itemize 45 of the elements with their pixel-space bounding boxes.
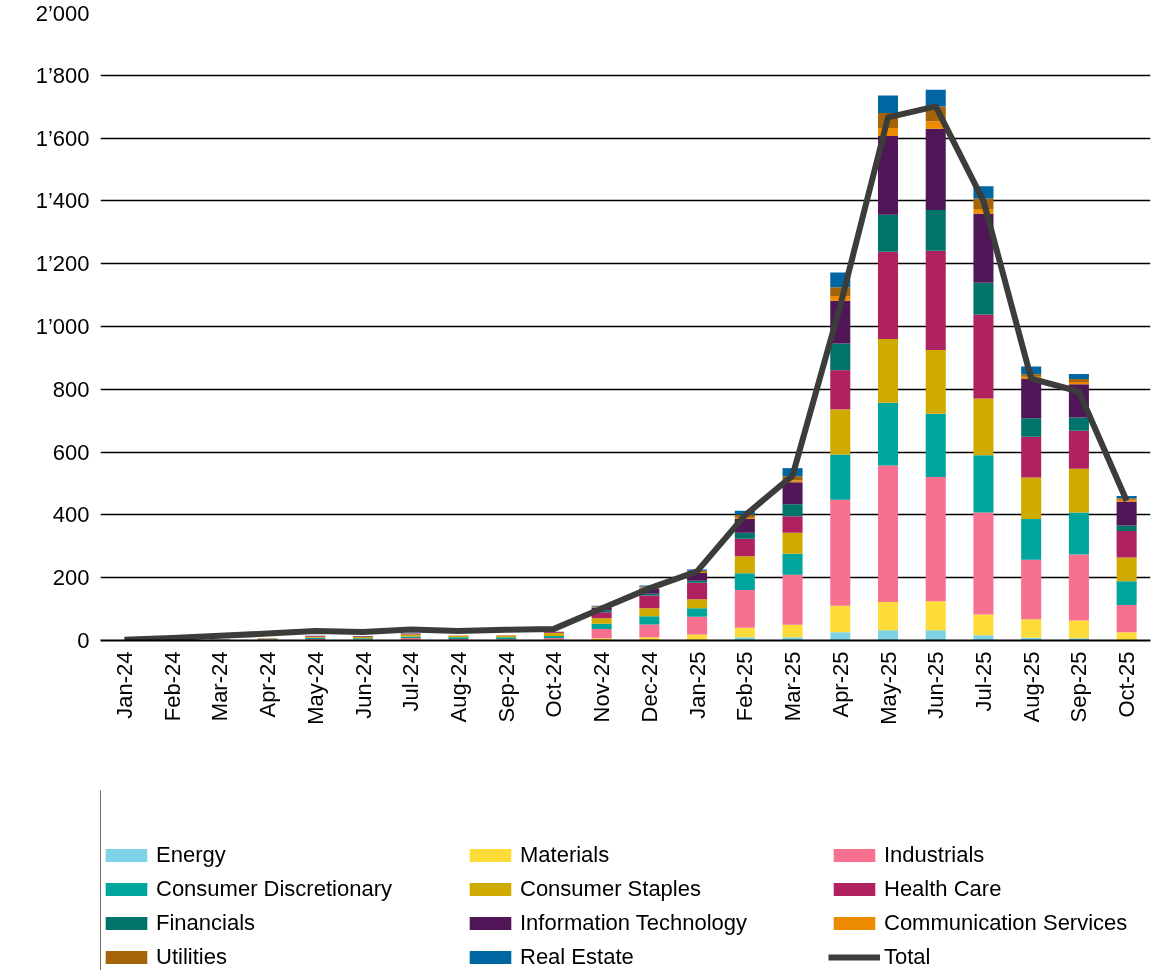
x-tick-label: Mar-24 bbox=[207, 651, 233, 722]
legend-label: Consumer Discretionary bbox=[156, 876, 393, 902]
x-tick-label: Jun-24 bbox=[350, 651, 376, 719]
x-tick-label: Jul-24 bbox=[398, 651, 424, 712]
legend-label: Health Care bbox=[884, 876, 1003, 902]
legend-label: Utilities bbox=[156, 944, 228, 970]
x-tick-label: May-24 bbox=[302, 651, 328, 725]
x-tick-label: Feb-25 bbox=[732, 651, 758, 722]
x-tick-label: Apr-25 bbox=[827, 651, 853, 718]
x-tick-label: Aug-25 bbox=[1018, 651, 1044, 723]
y-tick-label: 200 bbox=[52, 565, 90, 591]
legend-label: Industrials bbox=[884, 842, 986, 868]
x-tick-label: Sep-25 bbox=[1066, 651, 1092, 723]
x-tick-label: Dec-24 bbox=[636, 651, 662, 723]
x-tick-label: Jul-25 bbox=[970, 651, 996, 712]
x-tick-label: Nov-24 bbox=[589, 651, 615, 723]
y-tick-label: 2’000 bbox=[35, 0, 90, 26]
x-tick-label: Oct-24 bbox=[541, 651, 567, 718]
y-tick-label: 1’000 bbox=[35, 314, 90, 339]
x-tick-label: Mar-25 bbox=[780, 651, 806, 722]
y-tick-label: 800 bbox=[52, 376, 90, 402]
legend-label: Total bbox=[884, 944, 932, 970]
x-tick-label: Feb-24 bbox=[159, 651, 185, 722]
x-tick-label: Jun-25 bbox=[923, 651, 949, 719]
legend-label: Consumer Staples bbox=[520, 876, 702, 902]
y-tick-label: 1’200 bbox=[35, 251, 90, 277]
y-tick-label: 400 bbox=[52, 502, 90, 528]
legend-label: Information Technology bbox=[520, 910, 749, 936]
y-tick-label: 1’800 bbox=[35, 62, 90, 88]
legend-label: Communication Services bbox=[884, 910, 1129, 936]
y-tick-label: 0 bbox=[77, 628, 90, 653]
legend-label: Materials bbox=[520, 842, 611, 868]
x-tick-label: Jan-24 bbox=[111, 651, 137, 719]
legend-label: Energy bbox=[156, 842, 227, 868]
y-tick-label: 600 bbox=[52, 439, 90, 465]
x-tick-label: Aug-24 bbox=[445, 651, 471, 723]
x-tick-label: May-25 bbox=[875, 651, 901, 725]
x-tick-label: Oct-25 bbox=[1114, 651, 1140, 718]
legend-label: Financials bbox=[156, 910, 257, 936]
x-tick-label: Jan-25 bbox=[684, 651, 710, 719]
legend-label: Real Estate bbox=[520, 944, 635, 970]
y-tick-label: 1’400 bbox=[35, 188, 90, 214]
y-tick-label: 1’600 bbox=[35, 125, 90, 151]
x-tick-label: Sep-24 bbox=[493, 651, 519, 723]
x-tick-label: Apr-24 bbox=[255, 651, 281, 718]
